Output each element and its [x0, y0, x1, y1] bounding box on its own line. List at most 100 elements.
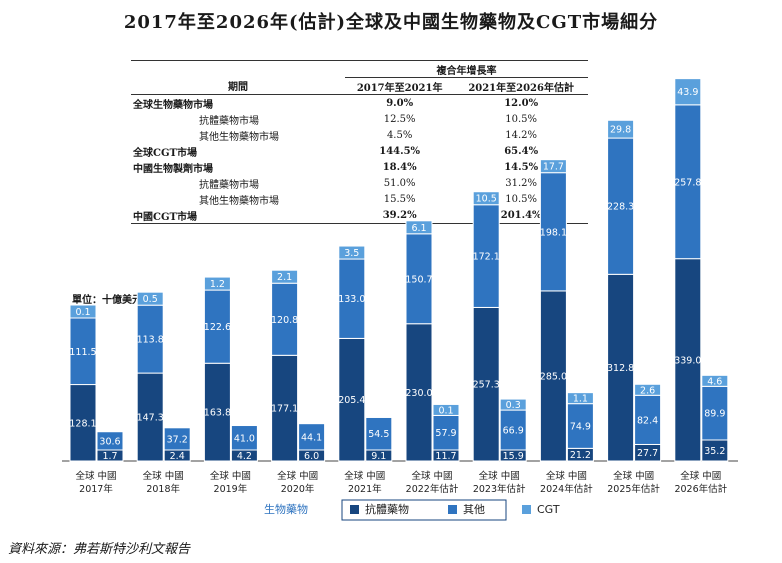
table-col-period: 期間 [131, 77, 345, 95]
category-label: 2017年 [79, 483, 113, 495]
row-value-2017-2021: 144.5% [379, 145, 421, 157]
row-value-2021-2026: 10.5% [505, 193, 538, 205]
row-value-2017-2021: 18.4% [382, 161, 417, 173]
data-label: 111.5 [69, 347, 96, 358]
data-label: 285.0 [540, 371, 567, 382]
table-row: 中國生物製劑市場 18.4% 14.5% [131, 159, 588, 175]
data-label: 228.3 [607, 202, 634, 213]
bar-global-抗體藥物 [674, 258, 702, 462]
row-value-2017-2021: 51.0% [383, 177, 416, 189]
bar-china-其他 [499, 409, 527, 451]
row-value-2017-2021: 39.2% [345, 207, 455, 224]
bar-global-其他 [539, 172, 567, 292]
data-label: 1.2 [210, 279, 225, 290]
bar-china-其他 [701, 385, 729, 441]
row-label: 其他生物藥物市場 [199, 131, 279, 143]
sub-category-label: 全球 中國 [546, 470, 587, 482]
table-group-header: 複合年增長率 [345, 60, 588, 78]
bar-global-CGT [338, 245, 366, 260]
table-row: 抗體藥物市場 12.5% 10.5% [131, 111, 588, 127]
sub-category-label: 全球 中國 [143, 470, 184, 482]
row-value-2021-2026: 14.2% [505, 129, 538, 141]
row-value-2021-2026: 14.5% [504, 161, 539, 173]
row-value-2017-2021: 15.5% [383, 193, 416, 205]
table-row: 其他生物藥物市場 15.5% 10.5% [131, 191, 588, 207]
data-label: 57.9 [435, 428, 456, 439]
bar-global-CGT [136, 291, 164, 306]
sub-category-label: 全球 中國 [75, 470, 116, 482]
category-label: 2020年 [281, 483, 315, 495]
data-label: 257.3 [473, 380, 500, 391]
data-label: 122.6 [204, 322, 231, 333]
category-label: 2023年估計 [473, 483, 526, 495]
table-row: 其他生物藥物市場 4.5% 14.2% [131, 127, 588, 143]
bar-global-其他 [674, 104, 702, 260]
bar-global-其他 [136, 304, 164, 374]
data-label: 6.0 [304, 451, 319, 462]
bar-global-CGT [539, 159, 567, 174]
sub-category-label: 全球 中國 [210, 470, 251, 482]
data-label: 113.8 [137, 335, 164, 346]
bar-global-CGT [607, 119, 635, 139]
data-label: 1.1 [573, 394, 588, 405]
row-value-2021-2026: 65.4% [504, 145, 539, 157]
data-label: 43.9 [677, 87, 698, 98]
data-label: 205.4 [338, 395, 365, 406]
bar-global-CGT [674, 78, 702, 106]
data-label: 44.1 [301, 432, 322, 443]
legend-swatch [448, 505, 457, 514]
data-label: 3.5 [344, 248, 359, 259]
sub-category-label: 全球 中國 [479, 470, 520, 482]
row-value-2021-2026: 31.2% [505, 177, 538, 189]
data-label: 17.7 [543, 162, 564, 173]
data-label: 27.7 [637, 448, 658, 459]
bar-global-抗體藥物 [539, 290, 567, 462]
sub-category-label: 全球 中國 [344, 470, 385, 482]
data-label: 257.8 [674, 177, 701, 188]
category-label: 2018年 [146, 483, 180, 495]
legend-swatch [522, 505, 531, 514]
sub-category-label: 全球 中國 [411, 470, 452, 482]
data-label: 11.7 [435, 451, 456, 462]
source-note: 資料來源：弗若斯特沙利文報告 [8, 542, 191, 557]
legend-label: 抗體藥物 [365, 502, 409, 516]
data-label: 21.2 [570, 450, 591, 461]
category-label: 2019年 [214, 483, 248, 495]
data-label: 0.3 [506, 400, 521, 411]
bar-global-CGT [472, 191, 500, 206]
bar-global-抗體藥物 [338, 337, 366, 462]
row-label: 抗體藥物市場 [199, 115, 259, 127]
data-label: 177.1 [271, 404, 298, 415]
data-label: 1.7 [102, 451, 117, 462]
data-label: 66.9 [503, 426, 524, 437]
bar-global-其他 [607, 137, 635, 275]
bar-china-CGT [432, 403, 460, 416]
legend-swatch [350, 505, 359, 514]
row-label: 全球生物藥物市場 [133, 99, 213, 111]
row-label: 中國生物製劑市場 [133, 163, 213, 175]
row-label: 抗體藥物市場 [199, 179, 259, 191]
data-label: 10.5 [476, 194, 497, 205]
row-value-2021-2026: 12.0% [504, 97, 539, 109]
bar-china-其他 [230, 425, 258, 451]
sub-category-label: 全球 中國 [680, 470, 721, 482]
table-col-a: 2017年至2021年 [345, 77, 455, 95]
data-label: 15.9 [503, 451, 524, 462]
bar-china-CGT [499, 398, 527, 411]
data-label: 339.0 [674, 355, 701, 366]
row-label: 全球CGT市場 [133, 147, 197, 159]
bar-global-CGT [203, 276, 231, 291]
bar-global-CGT [69, 304, 97, 319]
table-col-b: 2021年至2026年估計 [454, 77, 588, 95]
row-value-2017-2021: 4.5% [386, 129, 413, 141]
data-label: 163.8 [204, 408, 231, 419]
bar-global-其他 [271, 282, 299, 356]
data-label: 41.0 [234, 433, 255, 444]
bar-global-抗體藥物 [405, 323, 433, 462]
row-value-2017-2021: 9.0% [386, 97, 414, 109]
data-label: 312.8 [607, 363, 634, 374]
bar-global-其他 [472, 204, 500, 308]
data-label: 54.5 [368, 429, 389, 440]
table-row: 抗體藥物市場 51.0% 31.2% [131, 175, 588, 191]
bar-china-其他 [566, 403, 594, 449]
